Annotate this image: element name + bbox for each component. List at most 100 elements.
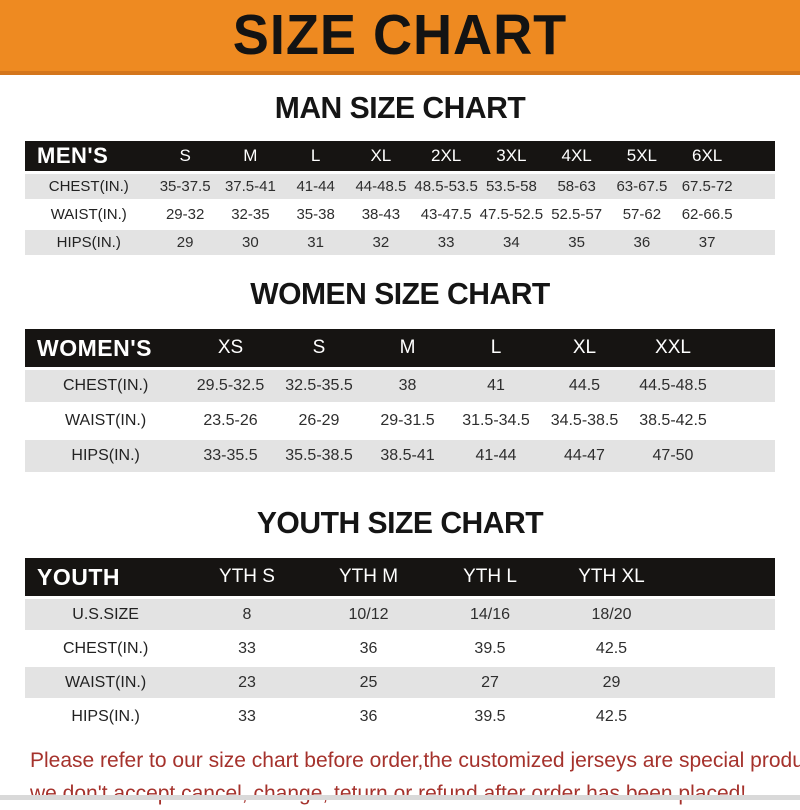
size-column-header: YTH S <box>186 558 308 598</box>
value-cell: 18/20 <box>551 598 673 632</box>
value-cell: 8 <box>186 598 308 632</box>
row-label: HIPS(IN.) <box>25 229 153 256</box>
value-cell: 31 <box>283 229 348 256</box>
value-cell: 67.5-72 <box>675 173 740 201</box>
banner-title: SIZE CHART <box>233 0 567 71</box>
value-cell: 33 <box>414 229 479 256</box>
value-cell: 53.5-58 <box>479 173 544 201</box>
size-column-header: XL <box>348 141 413 173</box>
filler-cell <box>717 439 775 473</box>
value-cell: 35-37.5 <box>153 173 218 201</box>
size-column-header: 2XL <box>414 141 479 173</box>
filler-cell <box>740 201 775 229</box>
value-cell: 32.5-35.5 <box>275 369 364 404</box>
value-cell: 31.5-34.5 <box>452 404 541 439</box>
value-cell: 38 <box>363 369 452 404</box>
filler-cell <box>672 632 775 666</box>
size-column-header: 6XL <box>675 141 740 173</box>
value-cell: 58-63 <box>544 173 609 201</box>
value-cell: 42.5 <box>551 700 673 733</box>
value-cell: 36 <box>308 632 430 666</box>
row-label: CHEST(IN.) <box>25 369 186 404</box>
size-column-header: YTH M <box>308 558 430 598</box>
bottom-edge-strip <box>0 795 800 800</box>
value-cell: 44.5-48.5 <box>629 369 718 404</box>
value-cell: 44.5 <box>540 369 629 404</box>
value-cell: 35.5-38.5 <box>275 439 364 473</box>
row-label: U.S.SIZE <box>25 598 186 632</box>
value-cell: 27 <box>429 666 551 700</box>
row-label: WAIST(IN.) <box>25 201 153 229</box>
value-cell: 48.5-53.5 <box>414 173 479 201</box>
size-chart-banner: SIZE CHART <box>0 0 800 75</box>
value-cell: 29 <box>153 229 218 256</box>
value-cell: 62-66.5 <box>675 201 740 229</box>
disclaimer-text: Please refer to our size chart before or… <box>30 744 800 810</box>
value-cell: 35-38 <box>283 201 348 229</box>
value-cell: 29.5-32.5 <box>186 369 275 404</box>
value-cell: 30 <box>218 229 283 256</box>
value-cell: 44-48.5 <box>348 173 413 201</box>
value-cell: 47-50 <box>629 439 718 473</box>
size-column-header: L <box>452 329 541 369</box>
value-cell: 43-47.5 <box>414 201 479 229</box>
value-cell: 41 <box>452 369 541 404</box>
filler-cell <box>672 666 775 700</box>
value-cell: 35 <box>544 229 609 256</box>
value-cell: 23.5-26 <box>186 404 275 439</box>
disclaimer-line-1: Please refer to our size chart before or… <box>30 744 800 777</box>
value-cell: 38-43 <box>348 201 413 229</box>
row-label: HIPS(IN.) <box>25 700 186 733</box>
value-cell: 44-47 <box>540 439 629 473</box>
value-cell: 25 <box>308 666 430 700</box>
row-label: WAIST(IN.) <box>25 404 186 439</box>
row-label: HIPS(IN.) <box>25 439 186 473</box>
filler-cell <box>717 404 775 439</box>
value-cell: 34.5-38.5 <box>540 404 629 439</box>
value-cell: 10/12 <box>308 598 430 632</box>
value-cell: 36 <box>308 700 430 733</box>
filler-cell <box>717 329 775 369</box>
size-column-header: XL <box>540 329 629 369</box>
size-column-header: YTH XL <box>551 558 673 598</box>
disclaimer-line-2: we don't accept cancel, change, teturn o… <box>30 777 800 810</box>
filler-cell <box>672 598 775 632</box>
size-column-header: XXL <box>629 329 718 369</box>
value-cell: 36 <box>609 229 674 256</box>
value-cell: 37.5-41 <box>218 173 283 201</box>
size-column-header: S <box>275 329 364 369</box>
filler-cell <box>672 700 775 733</box>
filler-cell <box>672 558 775 598</box>
value-cell: 23 <box>186 666 308 700</box>
youth-section-heading: YOUTH SIZE CHART <box>12 505 788 541</box>
size-column-header: 3XL <box>479 141 544 173</box>
women-table-label: WOMEN'S <box>25 329 186 369</box>
value-cell: 38.5-41 <box>363 439 452 473</box>
size-column-header: M <box>363 329 452 369</box>
row-label: CHEST(IN.) <box>25 173 153 201</box>
value-cell: 32 <box>348 229 413 256</box>
filler-cell <box>740 141 775 173</box>
size-column-header: L <box>283 141 348 173</box>
value-cell: 47.5-52.5 <box>479 201 544 229</box>
value-cell: 33 <box>186 700 308 733</box>
value-cell: 41-44 <box>283 173 348 201</box>
men-table-label: MEN'S <box>25 141 153 173</box>
value-cell: 26-29 <box>275 404 364 439</box>
